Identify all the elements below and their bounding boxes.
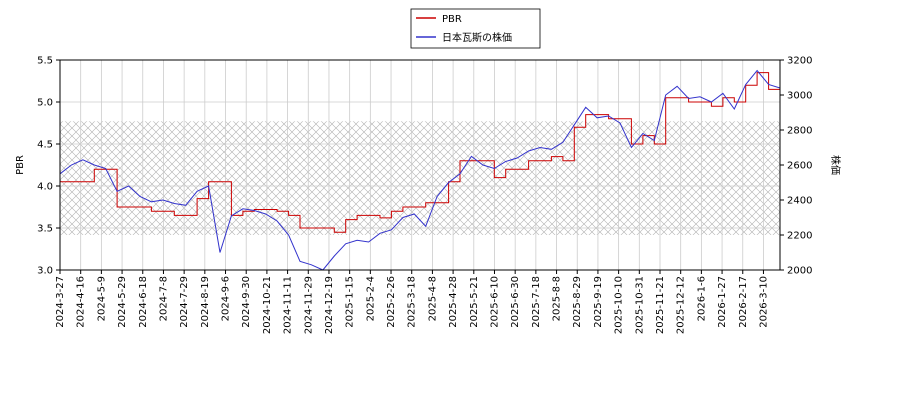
legend-pbr-label: PBR — [442, 14, 462, 25]
x-tick-label: 2024-3-27 — [55, 276, 66, 328]
y-left-tick-label: 5.5 — [37, 56, 53, 67]
x-tick-label: 2024-12-19 — [324, 276, 335, 334]
x-tick-label: 2025-1-15 — [345, 276, 356, 328]
y-right-axis-label: 株価 — [829, 155, 842, 175]
x-tick-label: 2025-6-30 — [510, 276, 521, 328]
y-left-tick-label: 5.0 — [37, 98, 53, 109]
plot-frame — [59, 59, 781, 271]
x-tick-label: 2025-11-21 — [655, 276, 666, 334]
y-right-tick-label: 2200 — [787, 231, 812, 242]
stock-price-line — [59, 69, 781, 271]
x-tick-label: 2024-10-21 — [262, 276, 273, 334]
x-tick-label: 2024-9-6 — [221, 276, 232, 321]
x-tick-label: 2025-10-31 — [634, 276, 645, 334]
legend-box — [410, 8, 541, 49]
x-tick-label: 2025-12-12 — [676, 276, 687, 334]
y-left-tick-label: 4.5 — [37, 140, 53, 151]
x-tick-label: 2026-1-27 — [717, 276, 728, 328]
legend-stock-label: 日本瓦斯の株価 — [442, 31, 512, 44]
x-tick-label: 2025-2-26 — [386, 276, 397, 328]
y-left-axis-label: PBR — [15, 155, 26, 175]
y-left-tick-label: 4.0 — [37, 182, 53, 193]
x-tick-label: 2025-4-28 — [448, 276, 459, 328]
x-tick-label: 2024-7-8 — [158, 276, 169, 321]
x-tick-label: 2025-3-18 — [407, 276, 418, 328]
x-tick-label: 2024-4-16 — [76, 276, 87, 328]
y-left-tick-label: 3.0 — [37, 266, 53, 277]
x-tick-label: 2025-4-8 — [427, 276, 438, 321]
y-right-tick-label: 3000 — [787, 91, 812, 102]
y-left-tick-label: 3.5 — [37, 224, 53, 235]
pbr-line — [60, 72, 780, 233]
y-right-tick-label: 2800 — [787, 126, 812, 137]
x-tick-label: 2024-6-18 — [138, 276, 149, 328]
x-tick-label: 2024-8-19 — [200, 276, 211, 328]
y-right-tick-label: 2400 — [787, 196, 812, 207]
x-tick-label: 2025-6-10 — [489, 276, 500, 328]
x-tick-label: 2025-2-4 — [365, 276, 376, 321]
x-tick-label: 2026-2-17 — [738, 276, 749, 328]
x-tick-label: 2026-3-10 — [758, 276, 769, 328]
y-right-tick-label: 3200 — [787, 56, 812, 67]
x-tick-label: 2024-11-29 — [303, 276, 314, 334]
y-right-tick-label: 2600 — [787, 161, 812, 172]
x-tick-label: 2025-7-18 — [531, 276, 542, 328]
x-tick-label: 2025-8-8 — [552, 276, 563, 321]
x-tick-label: 2024-11-11 — [283, 276, 294, 334]
x-tick-label: 2024-5-29 — [117, 276, 128, 328]
x-tick-label: 2025-10-10 — [614, 276, 625, 334]
x-tick-label: 2024-5-9 — [96, 276, 107, 321]
x-tick-label: 2025-8-29 — [572, 276, 583, 328]
x-tick-label: 2026-1-6 — [696, 276, 707, 321]
x-tick-label: 2024-9-30 — [241, 276, 252, 328]
x-tick-label: 2025-5-21 — [469, 276, 480, 328]
y-right-tick-label: 2000 — [787, 266, 812, 277]
x-tick-label: 2025-9-19 — [593, 276, 604, 328]
x-tick-label: 2024-7-29 — [179, 276, 190, 328]
shaded-band — [60, 121, 780, 235]
